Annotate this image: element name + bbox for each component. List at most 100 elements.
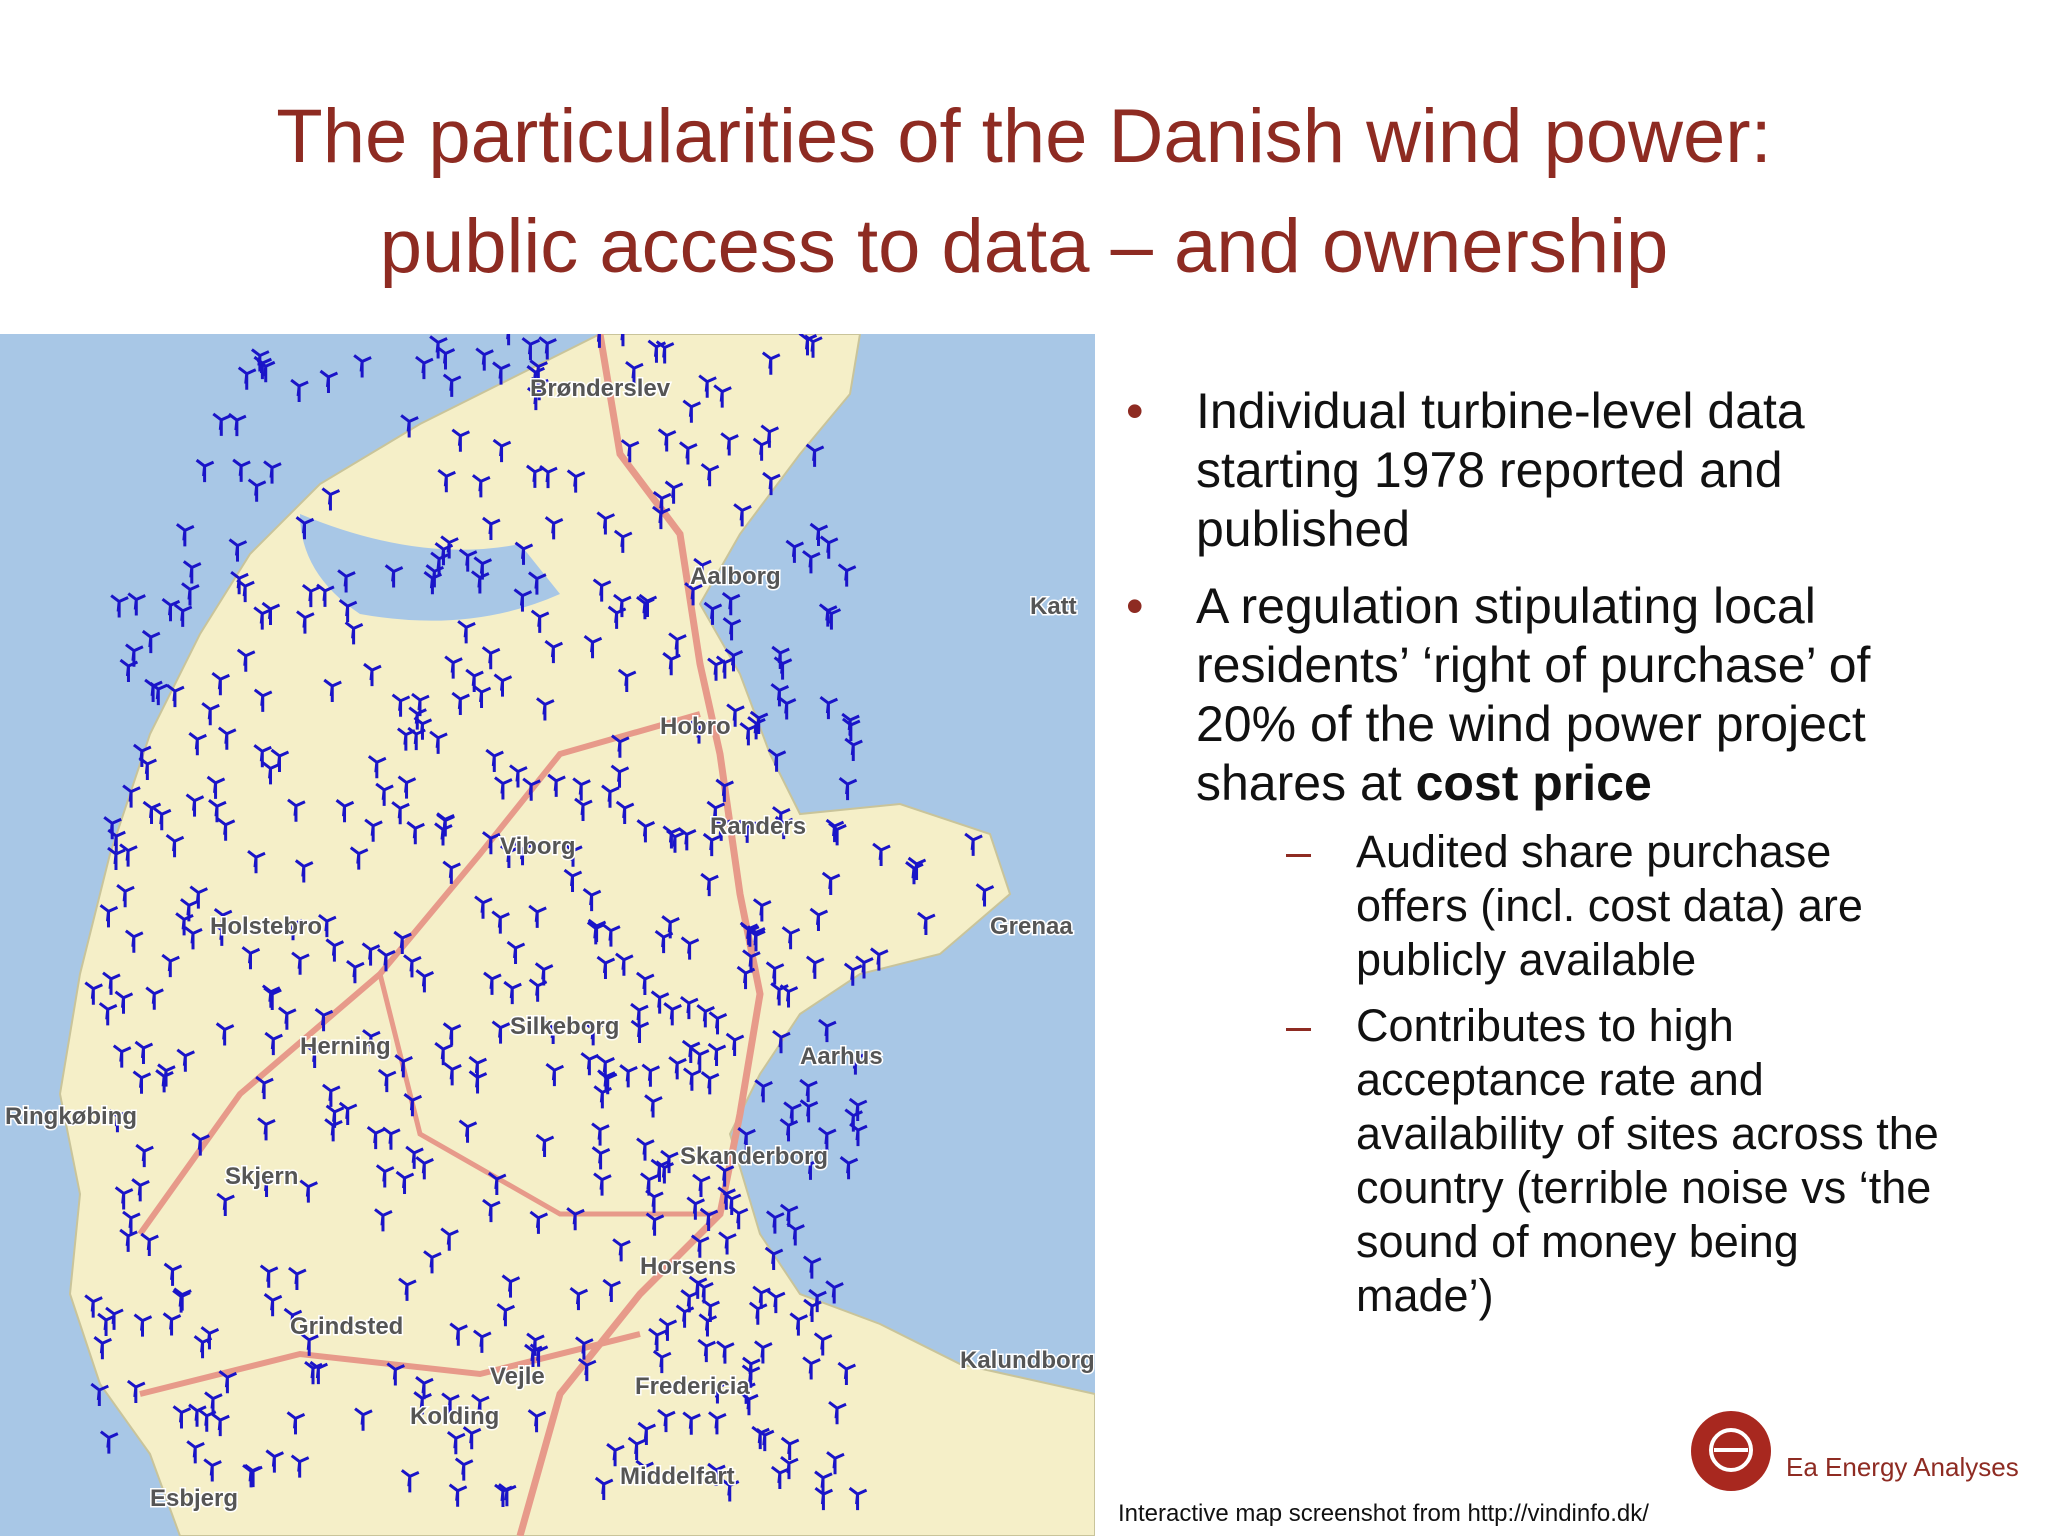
turbine-icon bbox=[406, 821, 425, 845]
turbine-icon bbox=[802, 1356, 821, 1380]
map-label: Katt bbox=[1030, 593, 1077, 620]
turbine-icon bbox=[817, 1126, 837, 1151]
turbine-icon bbox=[907, 856, 927, 881]
turbine-icon bbox=[652, 505, 671, 530]
turbine-icon bbox=[391, 693, 411, 717]
turbine-icon bbox=[780, 1436, 800, 1460]
turbine-icon bbox=[701, 1298, 720, 1322]
map-label: Skanderborg bbox=[680, 1143, 828, 1170]
turbine-icon bbox=[487, 1171, 507, 1196]
turbine-icon bbox=[601, 784, 620, 808]
turbine-icon bbox=[799, 1099, 819, 1123]
turbine-icon bbox=[513, 588, 533, 612]
turbine-icon bbox=[707, 1042, 727, 1067]
turbine-icon bbox=[819, 535, 839, 559]
turbine-icon bbox=[801, 1156, 821, 1180]
turbine-icon bbox=[423, 1250, 442, 1274]
bullet: A regulation stipulating local residents… bbox=[1126, 577, 1946, 1323]
turbine-icon bbox=[119, 843, 138, 867]
turbine-icon bbox=[582, 887, 602, 912]
turbine-icon bbox=[580, 1052, 599, 1076]
turbine-icon bbox=[777, 696, 797, 720]
turbine-icon bbox=[721, 592, 741, 616]
turbine-icon bbox=[700, 872, 719, 897]
turbine-icon bbox=[482, 1198, 501, 1223]
turbine-icon bbox=[324, 1118, 343, 1142]
turbine-icon bbox=[247, 478, 267, 502]
turbine-icon bbox=[635, 971, 655, 995]
turbine-icon bbox=[353, 354, 372, 378]
turbine-icon bbox=[397, 775, 417, 799]
turbine-icon bbox=[384, 564, 404, 588]
turbine-icon bbox=[140, 1232, 159, 1256]
turbine-icon bbox=[754, 1340, 773, 1364]
turbine-icon bbox=[212, 922, 232, 946]
turbine-icon bbox=[635, 1459, 654, 1483]
turbine-icon bbox=[708, 1411, 727, 1435]
turbine-icon bbox=[299, 1179, 318, 1203]
turbine-icon bbox=[494, 1483, 513, 1507]
turbine-icon bbox=[818, 1018, 837, 1043]
turbine-icon bbox=[650, 990, 670, 1014]
turbine-icon bbox=[712, 817, 731, 841]
turbine-icon bbox=[304, 1361, 323, 1385]
turbine-icon bbox=[975, 883, 995, 907]
turbine-icon bbox=[606, 1443, 625, 1467]
turbine-icon bbox=[564, 843, 583, 867]
turbine-icon bbox=[826, 1451, 845, 1475]
turbine-icon bbox=[261, 601, 281, 626]
turbine-icon bbox=[699, 1207, 719, 1231]
turbine-icon bbox=[596, 334, 601, 348]
turbine-icon bbox=[708, 1380, 728, 1404]
turbine-icon bbox=[163, 1262, 183, 1286]
turbine-icon bbox=[630, 1019, 650, 1044]
turbine-icon bbox=[503, 980, 522, 1005]
turbine-icon bbox=[596, 955, 616, 980]
turbine-icon bbox=[212, 412, 231, 436]
turbine-icon bbox=[498, 1483, 517, 1507]
turbine-icon bbox=[301, 583, 321, 608]
turbine-icon bbox=[257, 1117, 276, 1141]
bullet-list: Individual turbine-level data starting 1… bbox=[1126, 382, 1946, 1341]
turbine-icon bbox=[391, 801, 410, 825]
turbine-icon bbox=[337, 569, 356, 593]
turbine-icon bbox=[242, 1464, 261, 1488]
turbine-icon bbox=[290, 378, 309, 403]
turbine-icon bbox=[98, 1002, 118, 1026]
turbine-icon bbox=[638, 593, 658, 618]
turbine-icon bbox=[611, 734, 630, 758]
map-label: Middelfart bbox=[620, 1463, 735, 1490]
map-label: Silkeborg bbox=[510, 1013, 619, 1040]
turbine-icon bbox=[270, 748, 290, 772]
turbine-icon bbox=[648, 1327, 667, 1352]
map-label: Horsens bbox=[640, 1253, 736, 1280]
turbine-icon bbox=[764, 1246, 784, 1270]
turbine-icon bbox=[294, 859, 314, 883]
turbine-icon bbox=[449, 1322, 468, 1346]
turbine-icon bbox=[430, 551, 449, 575]
turbine-icon bbox=[468, 1055, 487, 1080]
turbine-icon bbox=[366, 1125, 386, 1150]
turbine-icon bbox=[141, 629, 161, 654]
turbine-icon bbox=[493, 673, 513, 697]
turbine-icon bbox=[472, 684, 492, 709]
turbine-icon bbox=[802, 1255, 822, 1279]
turbine-icon bbox=[528, 904, 547, 928]
logo-text: Ea Energy Analyses bbox=[1786, 1452, 2019, 1482]
turbine-icon bbox=[485, 748, 504, 773]
turbine-icon bbox=[798, 334, 818, 356]
turbine-icon bbox=[377, 948, 396, 972]
turbine-icon bbox=[645, 1212, 665, 1236]
turbine-icon bbox=[657, 428, 677, 452]
turbine-icon bbox=[132, 743, 152, 767]
turbine-icon bbox=[652, 1349, 672, 1374]
turbine-icon bbox=[415, 1156, 434, 1180]
turbine-icon bbox=[263, 460, 282, 484]
turbine-icon bbox=[720, 432, 739, 456]
turbine-icon bbox=[566, 469, 586, 493]
turbine-icon bbox=[680, 1289, 699, 1313]
turbine-icon bbox=[528, 571, 547, 595]
turbine-icon bbox=[779, 1203, 799, 1227]
turbine-icon bbox=[434, 822, 453, 846]
